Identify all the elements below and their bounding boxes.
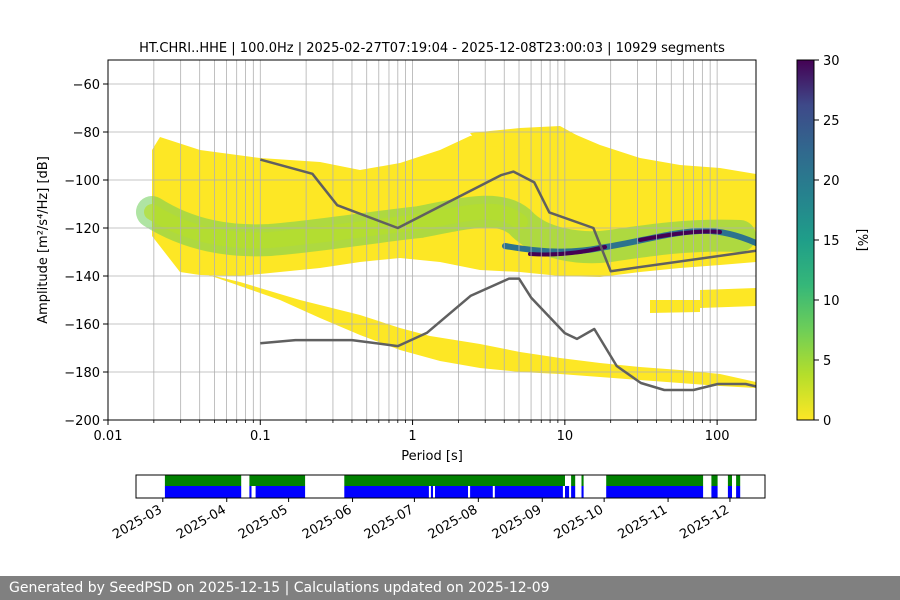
colorbar-tick-label: 0 xyxy=(823,414,831,429)
y-tick-label: −100 xyxy=(64,174,100,189)
timeline-tick-label: 2025-04 xyxy=(174,502,229,542)
availability-segment xyxy=(255,486,306,498)
availability-segment xyxy=(164,475,242,486)
colorbar-axis: 0 5 10 15 20 25 30 xyxy=(814,54,840,429)
availability-segment xyxy=(435,486,468,498)
availability-segment xyxy=(249,475,306,486)
psd-figure: HT.CHRI..HHE | 100.0Hz | 2025-02-27T07:1… xyxy=(36,41,869,543)
y-tick-label: −180 xyxy=(64,366,100,381)
availability-segment xyxy=(711,475,718,486)
y-axis: −200 −180 −160 −140 −120 −100 −80 −60 xyxy=(64,78,108,429)
colorbar-tick-label: 15 xyxy=(823,234,840,249)
chart-title: HT.CHRI..HHE | 100.0Hz | 2025-02-27T07:1… xyxy=(139,41,725,56)
availability-segment xyxy=(565,486,570,498)
availability-segment xyxy=(727,486,732,498)
availability-segment xyxy=(736,486,741,498)
availability-segment xyxy=(249,486,252,498)
x-tick-label: 0.01 xyxy=(94,429,123,444)
psd-density-core xyxy=(144,203,528,249)
colorbar xyxy=(796,59,815,421)
y-tick-label: −120 xyxy=(64,222,100,237)
availability-segment xyxy=(470,486,493,498)
colorbar-tick-label: 25 xyxy=(823,114,840,129)
data-availability-timeline: 2025-03 2025-04 2025-05 2025-06 2025-07 2025-… xyxy=(110,474,766,543)
footer-bar: Generated by SeedPSD on 2025-12-15 | Cal… xyxy=(0,576,900,600)
availability-segment xyxy=(736,475,741,486)
timeline-tick-label: 2025-06 xyxy=(300,502,355,542)
y-axis-label: Amplitude [m²/s⁴/Hz] [dB] xyxy=(36,156,51,324)
psd-density-layer xyxy=(136,126,756,388)
availability-segment xyxy=(571,486,576,498)
availability-segment xyxy=(430,486,433,498)
x-axis-label: Period [s] xyxy=(401,449,463,464)
timeline-tick-label: 2025-05 xyxy=(236,502,291,542)
colorbar-tick-label: 30 xyxy=(823,54,840,69)
nlnm-curve xyxy=(260,277,756,392)
timeline-frame xyxy=(135,474,766,499)
timeline-axis: 2025-03 2025-04 2025-05 2025-06 2025-07 2025-… xyxy=(110,498,732,543)
psd-scatter-patches xyxy=(470,126,756,313)
availability-segment xyxy=(344,486,429,498)
footer-text: Generated by SeedPSD on 2025-12-15 | Cal… xyxy=(9,580,550,596)
timeline-tick-label: 2025-07 xyxy=(362,502,417,542)
timeline-tick-label: 2025-08 xyxy=(426,502,481,542)
availability-segment xyxy=(571,475,576,486)
availability-segment xyxy=(606,475,704,486)
y-tick-label: −60 xyxy=(73,78,100,93)
availability-segment xyxy=(581,475,584,486)
x-axis: 0.01 0.1 1 10 100 xyxy=(94,420,730,444)
y-tick-label: −80 xyxy=(73,126,100,141)
availability-segment xyxy=(727,475,732,486)
availability-segment xyxy=(581,486,584,498)
x-tick-label: 100 xyxy=(705,429,730,444)
availability-segment xyxy=(494,486,563,498)
x-tick-label: 0.1 xyxy=(250,429,271,444)
availability-segment xyxy=(344,475,565,486)
timeline-tick-label: 2025-03 xyxy=(110,502,165,542)
colorbar-tick-label: 20 xyxy=(823,174,840,189)
y-tick-label: −140 xyxy=(64,270,100,285)
availability-segment xyxy=(164,486,242,498)
y-tick-label: −160 xyxy=(64,318,100,333)
timeline-tick-label: 2025-11 xyxy=(616,502,671,542)
timeline-tick-label: 2025-10 xyxy=(552,502,607,542)
plot-frame xyxy=(107,59,757,421)
x-tick-label: 1 xyxy=(408,429,416,444)
timeline-tick-label: 2025-09 xyxy=(490,502,545,542)
x-tick-label: 10 xyxy=(557,429,574,444)
availability-segment xyxy=(606,486,704,498)
nhnm-curve xyxy=(259,158,756,273)
y-tick-label: −200 xyxy=(64,414,100,429)
psd-coverage-lower-band xyxy=(180,268,756,388)
timeline-tick-label: 2025-12 xyxy=(677,502,732,542)
colorbar-tick-label: 10 xyxy=(823,294,840,309)
plot-grid xyxy=(108,60,756,420)
colorbar-label: [%] xyxy=(854,229,869,252)
colorbar-tick-label: 5 xyxy=(823,354,831,369)
availability-segment xyxy=(711,486,718,498)
